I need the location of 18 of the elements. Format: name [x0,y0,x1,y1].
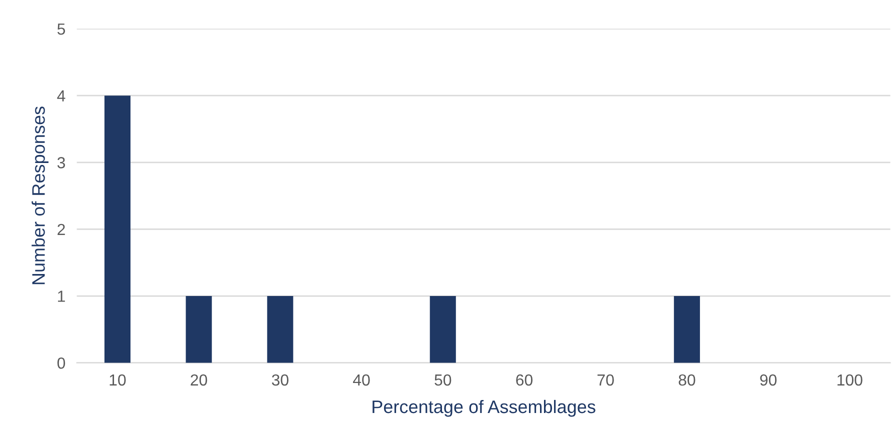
y-tick-label: 2 [58,224,65,235]
x-tick-label: 80 [678,374,696,386]
y-tick-label: 3 [57,157,65,168]
y-tick-label: 4 [57,90,66,102]
x-tick-label: 50 [434,374,452,386]
y-axis-title: Number of Responses [32,106,48,284]
x-tick-label: 40 [353,374,370,386]
x-tick-label: 30 [272,374,288,386]
x-tick-label: 20 [190,374,208,386]
x-tick-label: 90 [760,374,777,386]
x-axis-title: Percentage of Assemblages [372,400,596,417]
x-tick-label: 10 [110,374,126,386]
x-tick-label: 100 [838,374,862,386]
y-tick-label: 5 [57,24,66,35]
x-tick-label: 70 [598,374,614,386]
y-tick-label: 1 [58,290,65,302]
x-tick-label: 60 [516,374,532,386]
y-tick-label: 0 [57,357,66,369]
